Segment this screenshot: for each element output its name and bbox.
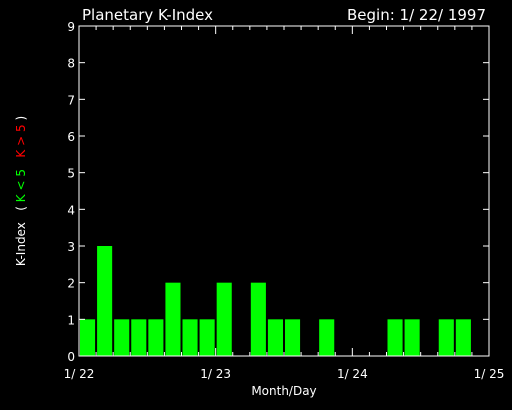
y-tick-label: 3 (67, 240, 75, 254)
bar (97, 246, 113, 356)
y-label-paren-close: ) (14, 116, 28, 121)
x-tick-label: 1/ 23 (200, 367, 231, 381)
bar (267, 319, 283, 356)
x-axis-label: Month/Day (251, 384, 316, 398)
bar (455, 319, 471, 356)
bar (387, 319, 403, 356)
y-tick-label: 1 (67, 313, 75, 327)
bar (438, 319, 454, 356)
y-label-paren-open: ( (14, 206, 28, 211)
bar (404, 319, 420, 356)
bar (182, 319, 198, 356)
x-ticks-group: 1/ 22 1/ 23 1/ 24 1/ 25 (64, 26, 505, 381)
bar (131, 319, 147, 356)
y-tick-label: 4 (67, 203, 75, 217)
bar (250, 282, 266, 356)
bar (80, 319, 96, 356)
y-tick-label: 2 (67, 277, 75, 291)
y-tick-label: 7 (67, 93, 75, 107)
begin-date-label: Begin: 1/ 22/ 1997 (347, 6, 486, 24)
y-tick-label: 0 (67, 350, 75, 364)
bars-group (80, 246, 471, 356)
x-tick-label: 1/ 25 (474, 367, 505, 381)
y-axis-label: K-Index ( K < 5 K > 5 ) (14, 116, 28, 266)
bar (148, 319, 164, 356)
y-tick-label: 6 (67, 130, 75, 144)
y-label-green-part: K < 5 (14, 169, 28, 202)
bar (216, 282, 232, 356)
y-tick-label: 9 (67, 20, 75, 34)
y-ticks-group: 0 1 2 3 4 5 6 7 8 9 (67, 20, 489, 364)
bar (285, 319, 301, 356)
y-tick-label: 8 (67, 57, 75, 71)
x-tick-label: 1/ 22 (64, 367, 95, 381)
svg-text:K-Index ( K < 5 K > 5 ): K-Index ( K < 5 K > 5 ) (14, 116, 28, 266)
y-label-main: K-Index (14, 222, 28, 266)
bar (199, 319, 215, 356)
bar (319, 319, 335, 356)
y-tick-label: 5 (67, 167, 75, 181)
y-label-red-part: K > 5 (14, 124, 28, 157)
x-tick-label: 1/ 24 (337, 367, 368, 381)
chart-title: Planetary K-Index (82, 6, 213, 24)
bar (165, 282, 181, 356)
bar (114, 319, 130, 356)
